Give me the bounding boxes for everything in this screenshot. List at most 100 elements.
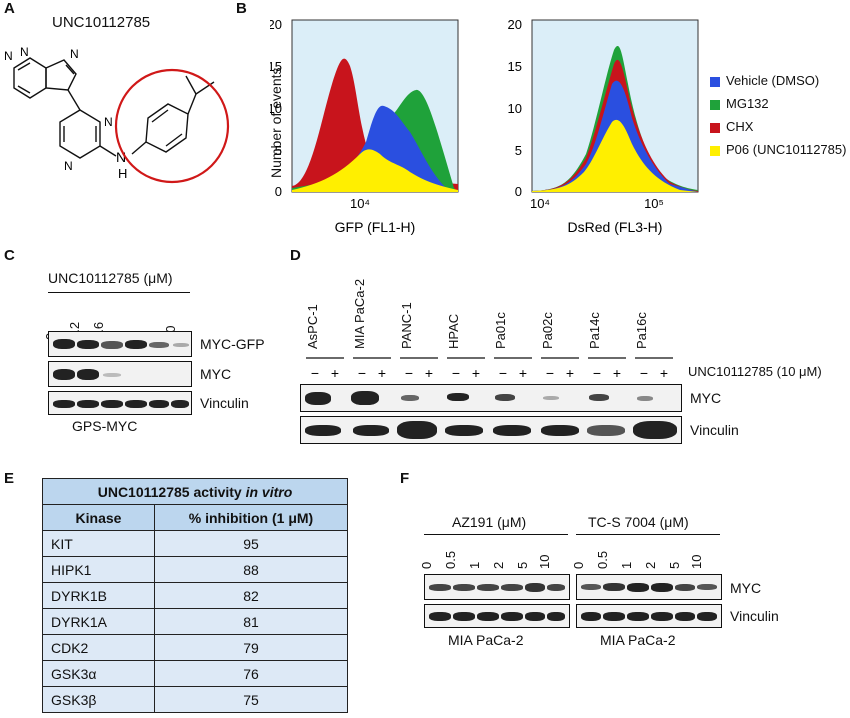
blot-myc-d bbox=[300, 384, 682, 412]
right-x-label: DsRed (FL3-H) bbox=[568, 219, 663, 235]
svg-text:N: N bbox=[70, 47, 79, 61]
legend-chx: CHX bbox=[710, 119, 753, 134]
table-title: UNC10112785 activity in vitro bbox=[42, 478, 348, 505]
kinase-table: UNC10112785 activity in vitro Kinase % i… bbox=[42, 478, 348, 713]
lane-f-left-1: 0.5 bbox=[443, 550, 458, 569]
lane-f-right-1: 0.5 bbox=[595, 550, 610, 569]
svg-text:−: − bbox=[358, 365, 366, 381]
table-row: DYRK1B 82 bbox=[42, 582, 348, 609]
row-label-vinculin-f: Vinculin bbox=[730, 608, 779, 624]
y-tick-right: 0 bbox=[515, 184, 522, 199]
panel-c-caption: GPS-MYC bbox=[72, 418, 138, 434]
svg-text:+: + bbox=[660, 365, 668, 381]
svg-text:−: − bbox=[452, 365, 460, 381]
blot-myc-f-right bbox=[576, 574, 722, 600]
panel-f-left-title: AZ191 (μM) bbox=[452, 514, 527, 530]
table-row: KIT 95 bbox=[42, 530, 348, 557]
y-tick: 15 bbox=[270, 59, 282, 74]
header-inhibition: % inhibition (1 μM) bbox=[154, 504, 348, 531]
svg-text:−: − bbox=[311, 365, 319, 381]
legend-p06: P06 (UNC10112785) bbox=[710, 142, 846, 157]
row-label-vinculin-c: Vinculin bbox=[200, 395, 249, 411]
flow-histograms: 0 5 10 15 20 10⁴ GFP (FL1-H) 0 5 10 15 2… bbox=[270, 17, 699, 235]
cell-line-hpac: HPAC bbox=[446, 313, 461, 349]
panel-f-right-caption: MIA PaCa-2 bbox=[600, 632, 676, 648]
header-kinase: Kinase bbox=[42, 504, 155, 531]
lane-f-right-0: 0 bbox=[571, 561, 586, 569]
svg-text:+: + bbox=[519, 365, 527, 381]
p06-curve bbox=[292, 149, 458, 192]
legend-mg132: MG132 bbox=[710, 96, 769, 111]
panel-d-treatment-label: UNC10112785 (10 μM) bbox=[688, 364, 822, 379]
cell-line-panc1: PANC-1 bbox=[399, 302, 414, 349]
lane-f-left-3: 2 bbox=[491, 561, 506, 569]
panel-f-right-title: TC-S 7004 (μM) bbox=[588, 514, 689, 530]
chemical-structure: N N N N N N H bbox=[4, 45, 230, 184]
panel-f-right-bracket bbox=[576, 534, 720, 535]
chx-curve bbox=[292, 58, 458, 193]
highlight-circle bbox=[114, 68, 230, 184]
cell-line-pa02c: Pa02c bbox=[540, 312, 555, 349]
lane-f-left-2: 1 bbox=[467, 561, 482, 569]
svg-text:−: − bbox=[593, 365, 601, 381]
y-tick: 20 bbox=[270, 17, 282, 32]
blot-vinculin-f-right bbox=[576, 604, 722, 628]
row-label-vinculin-d: Vinculin bbox=[690, 422, 739, 438]
lane-f-left-5: 10 bbox=[537, 554, 552, 569]
pyridine-ring bbox=[13, 57, 47, 99]
y-tick-right: 15 bbox=[508, 59, 522, 74]
y-tick-right: 20 bbox=[508, 17, 522, 32]
lane-f-left-0: 0 bbox=[419, 561, 434, 569]
cell-line-miapaca2: MIA PaCa-2 bbox=[352, 278, 367, 349]
svg-text:N: N bbox=[4, 49, 13, 63]
y-tick: 5 bbox=[275, 143, 282, 158]
svg-text:+: + bbox=[472, 365, 480, 381]
vehicle-curve bbox=[292, 105, 458, 192]
pyrimidine-ring bbox=[59, 109, 101, 159]
blot-myc bbox=[48, 361, 192, 387]
svg-text:N: N bbox=[104, 115, 113, 129]
blot-myc-gfp bbox=[48, 331, 192, 357]
table-row: GSK3α 76 bbox=[42, 660, 348, 687]
y-tick-right: 5 bbox=[515, 143, 522, 158]
left-x-label: GFP (FL1-H) bbox=[335, 219, 416, 235]
legend-swatch-icon bbox=[710, 99, 720, 110]
blot-vinculin-c bbox=[48, 391, 192, 415]
row-label-myc-d: MYC bbox=[690, 390, 722, 406]
lane-f-right-2: 1 bbox=[619, 561, 634, 569]
blot-vinculin-f-left bbox=[424, 604, 570, 628]
legend-swatch-icon bbox=[710, 76, 720, 87]
svg-text:−: − bbox=[499, 365, 507, 381]
svg-text:+: + bbox=[613, 365, 621, 381]
panel-f-left-bracket bbox=[424, 534, 568, 535]
panel-label-a: A bbox=[4, 0, 15, 17]
p06-curve-right bbox=[532, 119, 698, 192]
svg-text:+: + bbox=[378, 365, 386, 381]
panel-d-treatment-row: − + − + − + − + − + − + − + − + bbox=[306, 357, 673, 381]
row-label-myc-gfp: MYC-GFP bbox=[200, 336, 265, 352]
x-tick-right: 10⁵ bbox=[644, 196, 664, 211]
lane-f-right-3: 2 bbox=[643, 561, 658, 569]
table-row: CDK2 79 bbox=[42, 634, 348, 661]
svg-text:+: + bbox=[425, 365, 433, 381]
panel-label-e: E bbox=[4, 470, 15, 487]
table-row: HIPK1 88 bbox=[42, 556, 348, 583]
svg-text:−: − bbox=[546, 365, 554, 381]
lane-f-right-4: 5 bbox=[667, 561, 682, 569]
svg-text:+: + bbox=[331, 365, 339, 381]
panel-c-bracket bbox=[48, 292, 190, 293]
cell-line-pa16c: Pa16c bbox=[634, 312, 649, 349]
n-label: N bbox=[116, 149, 126, 165]
cell-line-pa14c: Pa14c bbox=[587, 312, 602, 349]
table-row: GSK3β 75 bbox=[42, 686, 348, 713]
blot-vinculin-d bbox=[300, 416, 682, 444]
legend-vehicle: Vehicle (DMSO) bbox=[710, 73, 819, 88]
h-label: H bbox=[118, 166, 127, 181]
legend-swatch-icon bbox=[710, 145, 720, 156]
lane-f-left-4: 5 bbox=[515, 561, 530, 569]
y-tick: 10 bbox=[270, 101, 282, 116]
panel-label-b: B bbox=[236, 0, 247, 17]
row-label-myc-f: MYC bbox=[730, 580, 762, 596]
x-tick-left: 10⁴ bbox=[350, 196, 370, 211]
pyrazole-ring bbox=[45, 59, 77, 91]
